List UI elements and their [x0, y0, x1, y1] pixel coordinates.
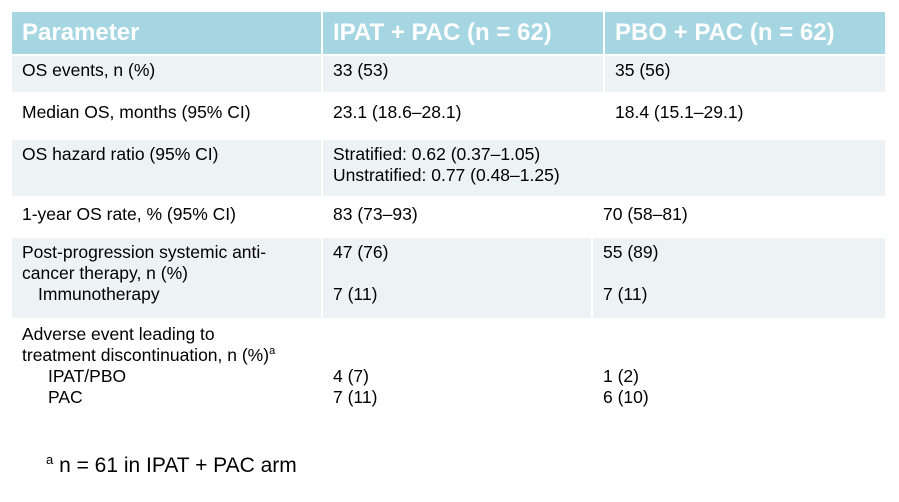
row-hazard-ratio: OS hazard ratio (95% CI) Stratified: 0.6… [12, 140, 885, 198]
pac-pbo-value: 6 (10) [603, 387, 649, 407]
header-parameter: Parameter [12, 12, 323, 54]
row-post-progression: Post-progression systemic anti- cancer t… [12, 238, 885, 320]
median-os-ipat: 23.1 (18.6–28.1) [323, 94, 605, 138]
median-os-pbo: 18.4 (15.1–29.1) [615, 102, 744, 122]
header-pbo-pac: PBO + PAC (n = 62) [615, 19, 835, 46]
ipat-pbo-pbo-value: 1 (2) [603, 366, 639, 386]
post-progression-pbo: 55 (89) 7 (11) [593, 238, 885, 318]
post-progression-label-line1: Post-progression systemic anti- [22, 242, 267, 262]
ipat-pbo-ipat-value: 4 (7) [333, 366, 369, 386]
adverse-event-label-line2: treatment discontinuation, n (%)a [22, 345, 276, 365]
footnote-marker: a [269, 345, 276, 358]
hazard-ratio-unstratified: Unstratified: 0.77 (0.48–1.25) [333, 165, 560, 185]
one-year-label: 1-year OS rate, % (95% CI) [12, 198, 323, 236]
immunotherapy-label: Immunotherapy [38, 284, 160, 304]
adverse-event-pbo: 1 (2) 6 (10) [593, 320, 885, 424]
row-os-events: OS events, n (%) 33 (53) 35 (56) [12, 56, 885, 94]
immunotherapy-pbo: 7 (11) [603, 284, 648, 304]
ipat-pbo-label: IPAT/PBO [48, 366, 127, 386]
one-year-ipat: 83 (73–93) [323, 198, 593, 236]
median-os-label: Median OS, months (95% CI) [12, 94, 323, 138]
adverse-event-label-line1: Adverse event leading to [22, 324, 215, 344]
hazard-ratio-label: OS hazard ratio (95% CI) [12, 140, 323, 196]
pac-label: PAC [48, 387, 83, 407]
footnote-marker-a: a [46, 452, 54, 467]
adverse-event-label: Adverse event leading to treatment disco… [12, 320, 323, 424]
immunotherapy-ipat: 7 (11) [333, 284, 378, 304]
row-one-year-os: 1-year OS rate, % (95% CI) 83 (73–93) 70… [12, 198, 885, 238]
hazard-ratio-stratified: Stratified: 0.62 (0.37–1.05) [333, 144, 541, 164]
post-progression-label: Post-progression systemic anti- cancer t… [12, 238, 323, 318]
results-table: Parameter IPAT + PAC (n = 62) PBO + PAC … [12, 12, 885, 426]
post-progression-pbo-value: 55 (89) [603, 242, 659, 262]
footnote-text: n = 61 in IPAT + PAC arm [53, 454, 297, 477]
post-progression-ipat-value: 47 (76) [333, 242, 389, 262]
header-ipat-pac: IPAT + PAC (n = 62) [323, 12, 605, 54]
row-median-os: Median OS, months (95% CI) 23.1 (18.6–28… [12, 94, 885, 140]
hazard-ratio-values: Stratified: 0.62 (0.37–1.05) Unstratifie… [323, 140, 885, 196]
os-events-label: OS events, n (%) [12, 56, 323, 92]
pac-ipat-value: 7 (11) [333, 387, 378, 407]
post-progression-ipat: 47 (76) 7 (11) [323, 238, 593, 318]
table-header-row: Parameter IPAT + PAC (n = 62) PBO + PAC … [12, 12, 885, 56]
adverse-event-ipat: 4 (7) 7 (11) [323, 320, 593, 424]
one-year-pbo: 70 (58–81) [603, 204, 688, 224]
row-adverse-event: Adverse event leading to treatment disco… [12, 320, 885, 426]
os-events-ipat: 33 (53) [323, 56, 605, 92]
footnote: a n = 61 in IPAT + PAC arm [46, 452, 297, 480]
os-events-pbo: 35 (56) [615, 60, 671, 80]
post-progression-label-line2: cancer therapy, n (%) [22, 263, 188, 283]
